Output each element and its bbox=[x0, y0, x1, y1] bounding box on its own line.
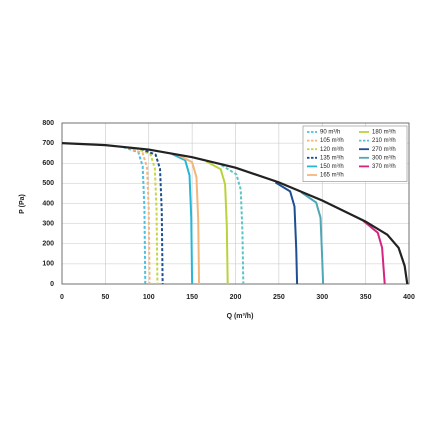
legend-label: 135 m³/h bbox=[320, 155, 344, 161]
flow-curve bbox=[170, 152, 194, 285]
y-tick-label: 600 bbox=[42, 160, 54, 167]
legend-label: 270 m³/h bbox=[372, 147, 396, 153]
legend-label: 90 m³/h bbox=[320, 130, 340, 136]
x-tick-label: 400 bbox=[403, 294, 415, 301]
flow-curve bbox=[176, 153, 201, 285]
x-tick-label: 300 bbox=[316, 294, 328, 301]
legend-label: 165 m³/h bbox=[320, 173, 344, 179]
flow-curve bbox=[205, 160, 229, 285]
y-tick-label: 0 bbox=[50, 281, 54, 288]
legend-box bbox=[302, 125, 408, 182]
x-tick-label: 200 bbox=[230, 294, 242, 301]
x-tick-label: 100 bbox=[143, 294, 155, 301]
x-axis-label: Q (m³/h) bbox=[227, 313, 254, 320]
legend-label: 370 m³/h bbox=[372, 164, 396, 170]
legend-label: 120 m³/h bbox=[320, 147, 344, 153]
y-axis-label: P (Pa) bbox=[19, 194, 26, 214]
plot-frame bbox=[61, 122, 410, 285]
flow-curve bbox=[140, 147, 164, 285]
flow-curve bbox=[221, 164, 245, 285]
x-tick-label: 250 bbox=[273, 294, 285, 301]
x-tick-label: 0 bbox=[60, 294, 64, 301]
legend-label: 300 m³/h bbox=[372, 155, 396, 161]
fan-curve bbox=[61, 142, 409, 285]
y-tick-label: 700 bbox=[42, 140, 54, 147]
y-tick-label: 400 bbox=[42, 200, 54, 207]
y-tick-label: 100 bbox=[42, 261, 54, 268]
flow-curve bbox=[127, 146, 151, 285]
y-tick-label: 300 bbox=[42, 220, 54, 227]
flow-curve bbox=[300, 191, 325, 285]
y-tick-label: 200 bbox=[42, 241, 54, 248]
flow-curve bbox=[123, 146, 147, 285]
y-tick-label: 800 bbox=[42, 120, 54, 127]
x-tick-label: 350 bbox=[360, 294, 372, 301]
x-tick-label: 150 bbox=[186, 294, 198, 301]
legend-label: 210 m³/h bbox=[372, 138, 396, 144]
legend-label: 150 m³/h bbox=[320, 164, 344, 170]
legend-label: 105 m³/h bbox=[320, 138, 344, 144]
legend-label: 180 m³/h bbox=[372, 130, 396, 136]
flow-curve bbox=[274, 181, 299, 285]
flow-curve bbox=[362, 219, 386, 285]
x-tick-label: 50 bbox=[101, 294, 109, 301]
y-tick-label: 500 bbox=[42, 180, 54, 187]
flow-curve bbox=[135, 147, 159, 285]
